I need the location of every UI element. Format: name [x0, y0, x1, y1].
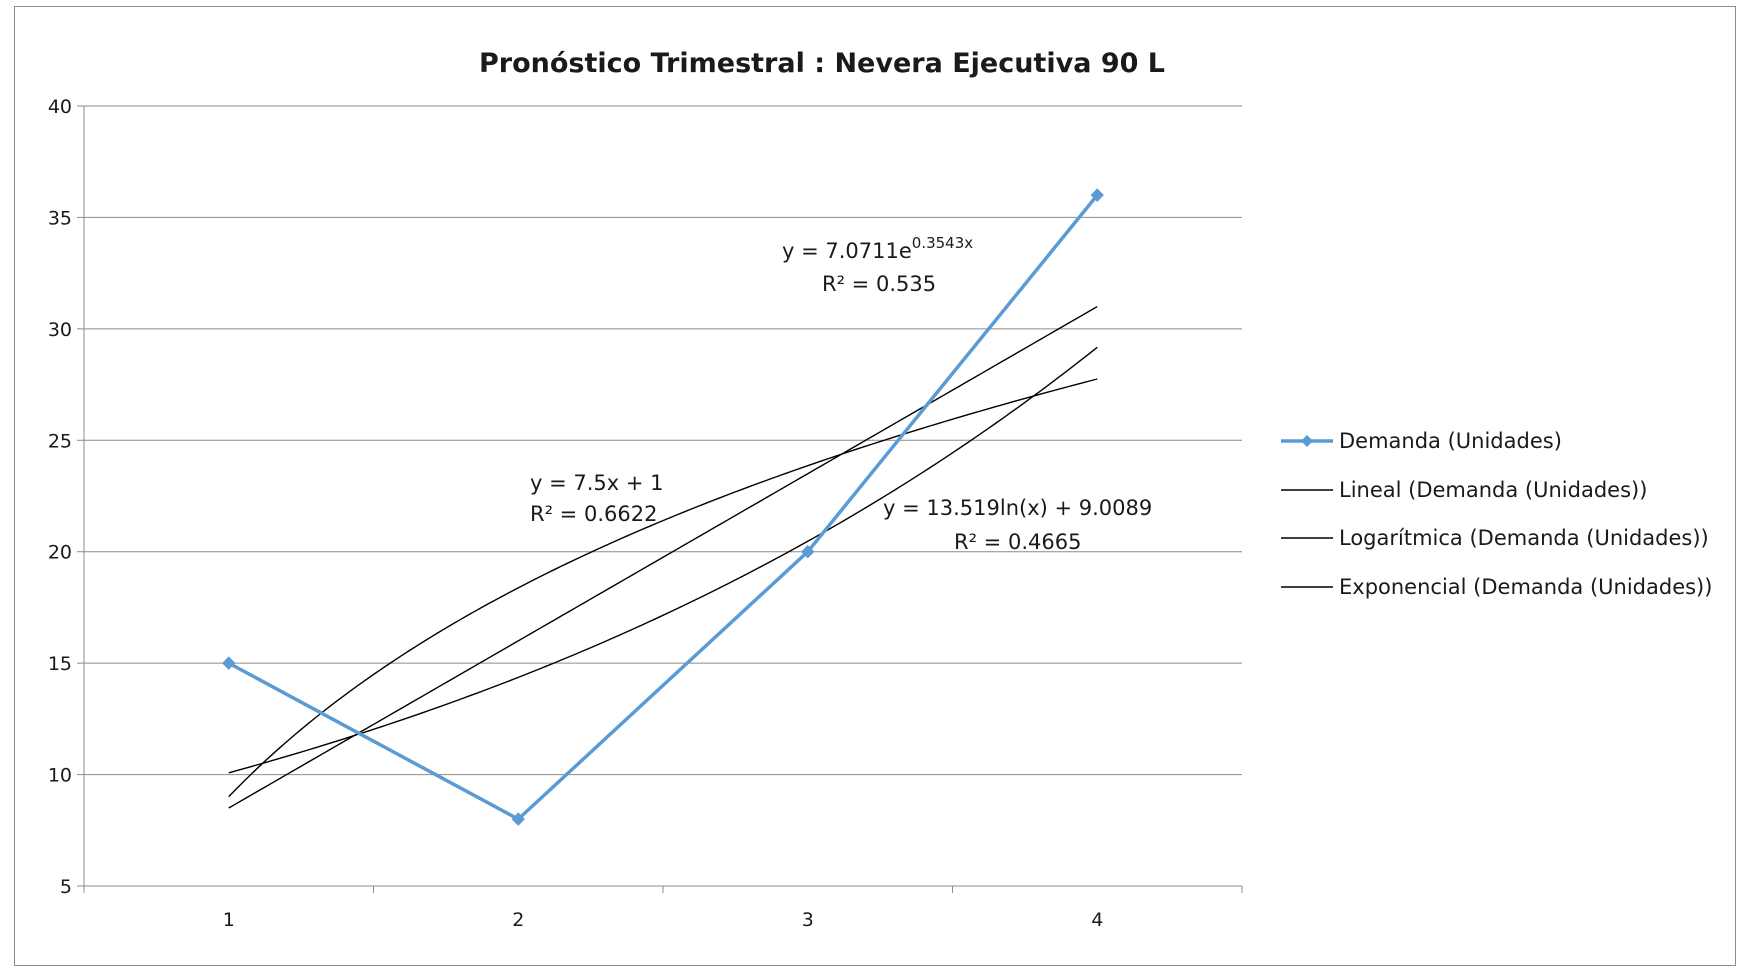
annotation-log-r2: R² = 0.4665	[954, 530, 1081, 554]
data-point-marker	[511, 812, 525, 826]
series-line-demanda	[227, 194, 1099, 821]
x-tick-label: 2	[512, 909, 524, 931]
x-tick-labels: 1 2 3 4	[223, 909, 1104, 931]
y-tick-label: 5	[60, 876, 72, 898]
legend-label: Lineal (Demanda (Unidades))	[1339, 478, 1647, 502]
data-point-marker	[222, 656, 236, 670]
annotation-exp-eq: y = 7.0711e0.3543x	[782, 234, 973, 263]
legend-marker	[1301, 435, 1313, 447]
chart-frame	[14, 6, 1736, 966]
legend-label: Exponencial (Demanda (Unidades))	[1339, 575, 1712, 599]
legend-label: Demanda (Unidades)	[1339, 429, 1562, 453]
data-point-marker	[1090, 188, 1104, 202]
y-tick-label: 10	[48, 765, 72, 787]
chart-svg: Pronóstico Trimestral : Nevera Ejecutiva…	[48, 48, 1713, 931]
y-tick-label: 30	[48, 319, 72, 341]
x-tick-label: 1	[223, 909, 235, 931]
y-tick-labels: 5 10 15 20 25 30 35 40	[48, 96, 72, 898]
y-tick-label: 20	[48, 542, 72, 564]
annotation-linear-r2: R² = 0.6622	[530, 502, 657, 526]
x-tick-label: 3	[802, 909, 814, 931]
y-tick-label: 40	[48, 96, 72, 118]
annotation-exp-eq-exponent: 0.3543x	[912, 234, 973, 252]
trendlines	[228, 305, 1098, 809]
data-series	[222, 188, 1104, 826]
trendline-logarithmic	[228, 378, 1098, 798]
annotation-log-eq: y = 13.519ln(x) + 9.0089	[883, 496, 1152, 520]
x-tick-label: 4	[1091, 909, 1103, 931]
annotation-exp-eq-base: y = 7.0711e	[782, 239, 912, 263]
legend: Demanda (Unidades) Lineal (Demanda (Unida…	[1281, 429, 1712, 599]
y-tick-label: 15	[48, 653, 72, 675]
chart-title: Pronóstico Trimestral : Nevera Ejecutiva…	[479, 48, 1165, 79]
gridlines	[77, 105, 1242, 887]
annotations: y = 7.5x + 1 R² = 0.6622 y = 13.519ln(x)…	[530, 234, 1152, 554]
axes	[83, 106, 1243, 893]
annotation-exp-r2: R² = 0.535	[822, 272, 936, 296]
legend-label: Logarítmica (Demanda (Unidades))	[1339, 526, 1709, 550]
y-tick-label: 35	[48, 207, 72, 229]
data-point-marker	[801, 545, 815, 559]
y-tick-label: 25	[48, 430, 72, 452]
trendline-linear	[228, 305, 1098, 809]
trendline-exponential	[228, 346, 1098, 774]
annotation-linear-eq: y = 7.5x + 1	[530, 471, 664, 495]
